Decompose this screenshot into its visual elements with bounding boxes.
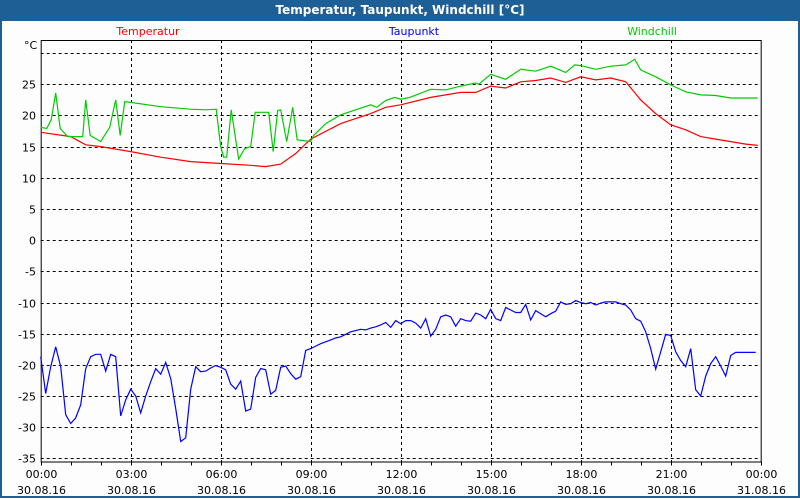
y-tick-label: -25: [18, 391, 36, 404]
x-tick-date-label: 30.08.16: [557, 484, 606, 497]
x-tick-time-label: 18:00: [566, 468, 598, 481]
x-tick-time-label: 00:00: [26, 468, 58, 481]
y-axis-unit-label: °C: [24, 39, 38, 52]
series-lines: [40, 58, 758, 443]
axes: [40, 40, 762, 466]
tick-labels: 25 20 15 10 5 0 -5 -10 -15 -20 -25 -30 -35 00:00 30.08…: [17, 79, 786, 498]
y-tick-label: 0: [29, 235, 36, 248]
x-tick-time-label: 03:00: [116, 468, 148, 481]
x-tick-date-label: 30.08.16: [287, 484, 336, 497]
grid: [40, 40, 761, 462]
y-tick-label: -10: [18, 298, 36, 311]
x-tick-time-label: 15:00: [476, 468, 508, 481]
series-line-windchill: [40, 58, 758, 161]
legend-taupunkt: Taupunkt: [388, 25, 440, 38]
legend-temperatur: Temperatur: [115, 25, 180, 38]
series-line-taupunkt: [40, 299, 756, 443]
y-tick-label: -35: [18, 453, 36, 466]
x-tick-date-label: 30.08.16: [107, 484, 156, 497]
x-tick-date-label: 30.08.16: [377, 484, 426, 497]
x-tick-date-label: 30.08.16: [17, 484, 66, 497]
legend-windchill: Windchill: [627, 25, 677, 38]
y-tick-label: -15: [18, 329, 36, 342]
y-tick-label: 5: [29, 204, 36, 217]
window-title: Temperatur, Taupunkt, Windchill [°C]: [0, 0, 800, 21]
series-line-temperatur: [40, 76, 758, 168]
x-tick-time-label: 06:00: [206, 468, 238, 481]
y-tick-label: 10: [22, 173, 36, 186]
x-tick-time-label: 09:00: [296, 468, 328, 481]
x-tick-time-label: 00:00: [746, 468, 778, 481]
x-tick-date-label: 30.08.16: [197, 484, 246, 497]
y-tick-label: 25: [22, 79, 36, 92]
y-tick-label: 15: [22, 142, 36, 155]
x-tick-date-label: 31.08.16: [737, 484, 786, 497]
x-tick-time-label: 21:00: [656, 468, 688, 481]
x-tick-date-label: 30.08.16: [467, 484, 516, 497]
plot-frame: [40, 40, 762, 463]
y-tick-label: -5: [25, 266, 36, 279]
y-tick-label: -30: [18, 422, 36, 435]
x-tick-date-label: 30.08.16: [647, 484, 696, 497]
x-tick-time-label: 12:00: [386, 468, 418, 481]
y-tick-label: -20: [18, 360, 36, 373]
y-tick-label: 20: [22, 110, 36, 123]
